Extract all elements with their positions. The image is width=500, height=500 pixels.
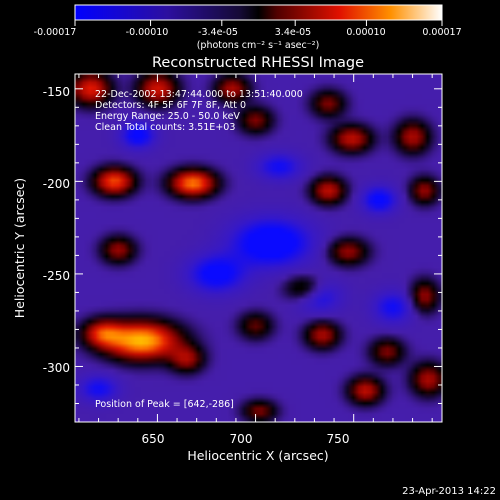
chart-title: Reconstructed RHESSI Image: [152, 55, 364, 71]
axis-ticks: [75, 74, 442, 422]
y-axis-label: Heliocentric Y (arcsec): [12, 178, 27, 318]
peak-position-annotation: Position of Peak = [642,-286]: [95, 399, 234, 410]
x-axis-label: Heliocentric X (arcsec): [187, 448, 328, 463]
time-range-annotation: 22-Dec-2002 13:47:44.000 to 13:51:40.000: [95, 89, 303, 100]
plot-frame: [74, 73, 443, 423]
y-tick-label: -150: [43, 85, 70, 99]
y-tick-label: -300: [43, 361, 70, 375]
colorbar-tick-label: 0.00017: [422, 27, 461, 38]
colorbar-tick-label: -0.00010: [126, 27, 169, 38]
x-tick-label: 700: [230, 432, 253, 446]
footer-timestamp: 23-Apr-2013 14:22: [402, 486, 496, 497]
y-tick-label: -250: [43, 269, 70, 283]
colorbar-tick-label: -0.00017: [34, 27, 77, 38]
x-tick-label: 650: [142, 432, 165, 446]
colorbar-tick-label: 3.4e-05: [275, 27, 311, 38]
y-tick-label: -200: [43, 177, 70, 191]
detectors-annotation: Detectors: 4F 5F 6F 7F 8F, Att 0: [95, 100, 246, 111]
colorbar-unit-label: (photons cm⁻² s⁻¹ asec⁻²): [197, 40, 320, 51]
colorbar-ticks: [74, 20, 443, 26]
heatmap-image: [75, 74, 442, 422]
clean-annotation: Clean Total counts: 3.51E+03: [95, 122, 235, 133]
x-tick-label: 750: [327, 432, 350, 446]
energy-range-annotation: Energy Range: 25.0 - 50.0 keV: [95, 111, 240, 122]
colorbar-tick-label: -3.4e-05: [198, 27, 238, 38]
colorbar-tick-label: 0.00010: [346, 27, 385, 38]
colorbar: [74, 4, 443, 21]
